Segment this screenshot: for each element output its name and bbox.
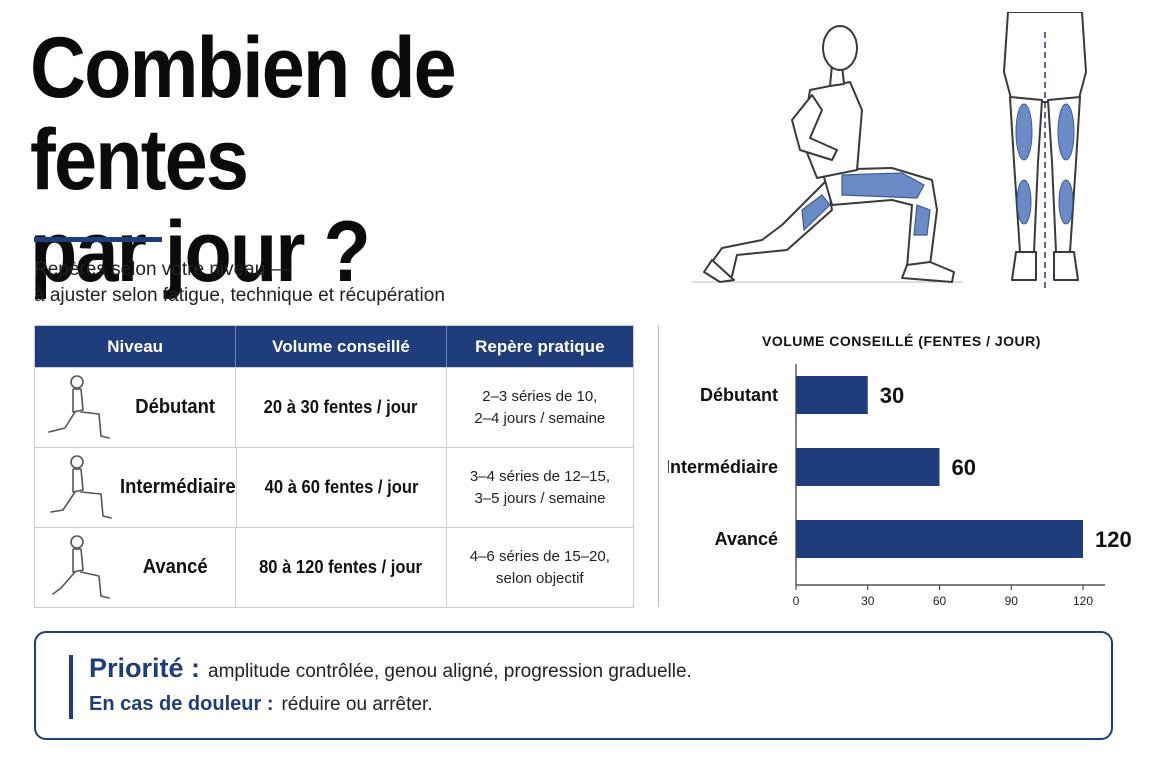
bar [796,448,940,486]
page-title: Combien de fentes par jour ? [30,22,642,298]
subtitle-line-1: Repères selon votre niveau — [34,259,290,280]
level-cell: Intermédiaire [35,448,237,527]
chart-title: VOLUME CONSEILLÉ (FENTES / JOUR) [762,333,1041,349]
title-underline [34,237,162,242]
level-cell: Débutant [35,368,237,447]
table-row: Débutant 20 à 30 fentes / jour 2–3 série… [35,367,633,447]
level-name: Intermédiaire [120,476,236,498]
table-header: Niveau Volume conseillé Repère pratique [35,326,633,367]
lunge-figure-illustration [692,25,963,283]
level-name: Débutant [135,396,216,418]
advice-box: Priorité : amplitude contrôlée, genou al… [34,631,1113,740]
category-label: Intermédiaire [668,457,778,477]
lunge-mini-icon [52,534,110,599]
pain-label: En cas de douleur : [89,693,274,715]
priority-text: amplitude contrôlée, genou aligné, progr… [208,661,692,682]
volume-bar-chart: 0 30 60 90 120 Débutant 30 Intermédiaire 60 Avanc… [668,364,1132,608]
lunge-mini-icon [48,374,110,439]
table-row: Avancé 80 à 120 fentes / jour 4–6 séries… [35,527,633,607]
tip-cell: 4–6 séries de 15–20, selon objectif [447,528,633,607]
tip-line-2: 3–5 jours / semaine [474,489,606,507]
x-tick-label: 60 [933,594,947,608]
volume-cell: 80 à 120 fentes / jour [236,528,447,607]
legs-back-view-illustration [1003,12,1087,292]
level-name: Avancé [142,556,208,578]
section-divider [658,325,659,607]
level-cell: Avancé [35,528,237,607]
pain-text: réduire ou arrêter. [281,694,433,715]
header-tip: Repère pratique [475,336,605,356]
header-level: Niveau [35,326,237,367]
x-tick-label: 0 [793,594,800,608]
title-line-2: par jour ? [30,204,371,300]
volume-value: 20 à 30 fentes / jour [264,397,418,417]
tip-cell: 2–3 séries de 10, 2–4 jours / semaine [447,368,633,447]
tip-line-2: selon objectif [496,569,584,587]
x-tick-label: 30 [861,594,875,608]
volume-value: 80 à 120 fentes / jour [259,557,423,577]
advice-accent-bar [69,655,73,719]
x-tick-label: 90 [1005,594,1019,608]
category-label: Avancé [715,529,778,549]
tip-line-2: 2–4 jours / semaine [474,409,606,427]
subtitle: Repères selon votre niveau — à ajuster s… [34,257,445,309]
volume-cell: 20 à 30 fentes / jour [236,368,447,447]
x-tick-label: 120 [1073,594,1093,608]
volume-cell: 40 à 60 fentes / jour [237,448,447,527]
title-line-1: Combien de fentes [30,20,457,208]
tip-cell: 3–4 séries de 12–15, 3–5 jours / semaine [447,448,633,527]
tip-line-1: 4–6 séries de 15–20, [469,547,610,565]
volume-value: 40 à 60 fentes / jour [264,477,419,497]
value-label: 60 [952,455,976,480]
category-label: Débutant [700,385,778,405]
priority-label: Priorité : [89,653,201,683]
levels-table: Niveau Volume conseillé Repère pratique … [34,325,634,608]
value-label: 120 [1095,527,1132,552]
header-volume: Volume conseillé [236,326,447,367]
pain-line: En cas de douleur : réduire ou arrêter. [89,693,433,716]
priority-line: Priorité : amplitude contrôlée, genou al… [89,653,692,684]
table-row: Intermédiaire 40 à 60 fentes / jour 3–4 … [35,447,633,527]
tip-line-1: 3–4 séries de 12–15, [469,467,611,485]
bar [796,376,868,414]
value-label: 30 [880,383,904,408]
lunge-mini-icon [50,454,112,519]
tip-line-1: 2–3 séries de 10, [482,387,598,405]
bar [796,520,1083,558]
subtitle-line-2: à ajuster selon fatigue, technique et ré… [34,285,445,306]
